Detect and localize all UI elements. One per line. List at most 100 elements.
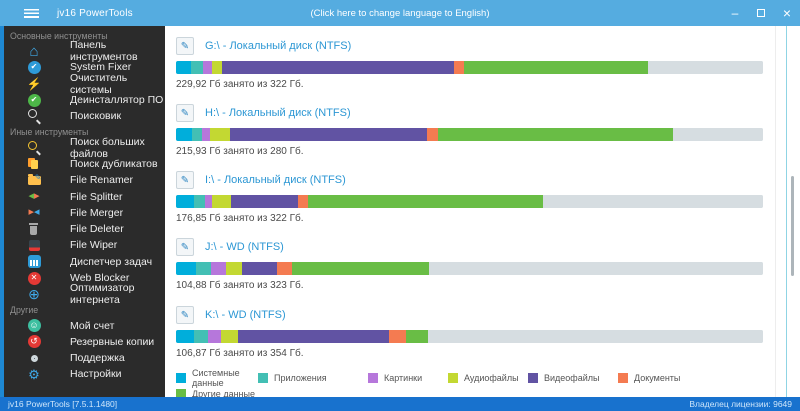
sidebar-item-support[interactable]: Поддержка xyxy=(0,350,165,366)
drive-row-k[interactable]: K:\ - WD (NTFS) 106,87 Гб занято из 354 … xyxy=(176,305,763,359)
sidebar-item-file-splitter[interactable]: File Splitter xyxy=(0,188,165,204)
bar-segment xyxy=(176,128,192,141)
bar-segment xyxy=(176,262,196,275)
bar-segment xyxy=(194,195,206,208)
legend-item: Видеофайлы xyxy=(528,370,618,386)
legend-item: Аудиофайлы xyxy=(448,370,528,386)
drive-usage-caption: 176,85 Гб занято из 322 Гб. xyxy=(176,213,304,224)
statusbar-version: jv16 PowerTools [7.5.1.1480] xyxy=(8,399,118,409)
bar-segment xyxy=(308,195,543,208)
legend-chip xyxy=(368,373,378,383)
merge-arrows-icon xyxy=(25,206,43,220)
disk-usage-bar xyxy=(176,195,763,208)
sidebar-item-task-manager[interactable]: Диспетчер задач xyxy=(0,254,165,270)
duplicates-icon xyxy=(25,157,43,171)
drive-row-h[interactable]: H:\ - Локальный диск (NTFS) 215,93 Гб за… xyxy=(176,103,763,157)
legend-chip xyxy=(176,389,186,397)
bar-segment-free xyxy=(672,128,763,141)
sidebar-section-others: Другие xyxy=(10,304,39,315)
sidebar-item-internet-optimizer[interactable]: Оптимизатор интернета xyxy=(0,282,165,306)
bar-segment xyxy=(241,262,277,275)
disk-usage-bar xyxy=(176,262,763,275)
language-switch-notice[interactable]: (Click here to change language to Englis… xyxy=(310,7,490,19)
disk-usage-bar xyxy=(176,330,763,343)
bar-segment xyxy=(231,195,299,208)
sidebar-section-main-tools: Основные инструменты xyxy=(10,30,108,41)
legend-chip xyxy=(176,373,186,383)
sidebar-item-system-cleaner[interactable]: Очиститель системы xyxy=(0,72,165,96)
bar-segment-free xyxy=(648,61,763,74)
sidebar-item-duplicate-finder[interactable]: Поиск дубликатов xyxy=(0,156,165,172)
sidebar-item-system-fixer[interactable]: System Fixer xyxy=(0,59,165,75)
folder-rename-icon xyxy=(27,173,42,185)
sidebar-item-backups[interactable]: Резервные копии xyxy=(0,334,165,350)
bar-segment xyxy=(212,195,232,208)
legend-chip xyxy=(258,373,268,383)
sidebar-item-my-account[interactable]: Мой счет xyxy=(0,317,165,333)
legend-chip xyxy=(618,373,628,383)
bar-segment xyxy=(438,128,673,141)
drive-usage-caption: 229,92 Гб занято из 322 Гб. xyxy=(176,79,304,90)
bar-segment xyxy=(389,330,407,343)
sidebar-item-file-wiper[interactable]: File Wiper xyxy=(0,237,165,253)
sidebar-item-settings[interactable]: Настройки xyxy=(0,366,165,382)
drive-title: G:\ - Локальный диск (NTFS) xyxy=(205,40,352,52)
scrollbar-track[interactable] xyxy=(786,26,787,397)
sidebar-item-software-uninstaller[interactable]: Деинсталлятор ПО xyxy=(0,92,165,108)
sidebar-item-file-deleter[interactable]: File Deleter xyxy=(0,221,165,237)
app-title: jv16 PowerTools xyxy=(57,7,133,19)
bar-segment xyxy=(191,61,203,74)
backup-clock-icon xyxy=(27,335,41,349)
account-icon xyxy=(27,319,41,333)
sidebar-item-web-blocker[interactable]: Web Blocker xyxy=(0,270,165,286)
drive-title: J:\ - WD (NTFS) xyxy=(205,241,284,253)
bar-segment xyxy=(427,128,439,141)
drive-row-g[interactable]: G:\ - Локальный диск (NTFS) 229,92 Гб за… xyxy=(176,36,763,90)
search-icon xyxy=(25,109,43,123)
close-button[interactable] xyxy=(774,0,800,26)
sidebar-item-dashboard[interactable]: Панель инструментов xyxy=(0,39,165,63)
sidebar-item-file-renamer[interactable]: File Renamer xyxy=(0,172,165,188)
hamburger-menu-icon[interactable] xyxy=(24,8,39,18)
bar-segment xyxy=(205,195,213,208)
search-big-files-icon xyxy=(25,140,43,155)
bar-segment-free xyxy=(428,262,763,275)
bar-segment xyxy=(298,195,309,208)
lightning-icon xyxy=(25,77,43,91)
legend-chip xyxy=(448,373,458,383)
drive-usage-caption: 215,93 Гб занято из 280 Гб. xyxy=(176,146,304,157)
maximize-button[interactable] xyxy=(748,0,774,26)
bar-segment xyxy=(211,262,227,275)
bar-segment xyxy=(208,330,222,343)
trash-icon xyxy=(25,222,43,236)
wiper-icon xyxy=(28,239,40,251)
statusbar: jv16 PowerTools [7.5.1.1480] Владелец ли… xyxy=(0,397,800,411)
sidebar-item-finder[interactable]: Поисковик xyxy=(0,108,165,124)
bar-segment xyxy=(229,128,428,141)
legend-item: Приложения xyxy=(258,370,368,386)
legend-item: Документы xyxy=(618,370,758,386)
window-controls xyxy=(722,0,800,26)
bar-segment xyxy=(176,330,195,343)
drive-icon xyxy=(176,104,194,122)
drive-row-i[interactable]: I:\ - Локальный диск (NTFS) 176,85 Гб за… xyxy=(176,170,763,224)
settings-gear-icon xyxy=(25,367,43,381)
bar-segment xyxy=(453,61,464,74)
bar-segment xyxy=(292,262,429,275)
drive-row-j[interactable]: J:\ - WD (NTFS) 104,88 Гб занято из 323 … xyxy=(176,237,763,291)
minimize-button[interactable] xyxy=(722,0,748,26)
titlebar: jv16 PowerTools (Click here to change la… xyxy=(0,0,800,26)
globe-icon xyxy=(25,287,43,301)
disk-usage-bar xyxy=(176,128,763,141)
bar-segment xyxy=(191,128,202,141)
sidebar-section-other-tools: Иные инструменты xyxy=(10,126,89,137)
bar-segment xyxy=(406,330,428,343)
content-right-separator xyxy=(775,26,776,397)
scrollbar-thumb[interactable] xyxy=(791,176,794,276)
bar-segment xyxy=(176,61,192,74)
drive-icon xyxy=(176,171,194,189)
sidebar-item-find-large-files[interactable]: Поиск больших файлов xyxy=(0,136,165,160)
bar-segment xyxy=(210,128,230,141)
sidebar-item-file-merger[interactable]: File Merger xyxy=(0,205,165,221)
fixer-badge-icon xyxy=(27,60,41,74)
